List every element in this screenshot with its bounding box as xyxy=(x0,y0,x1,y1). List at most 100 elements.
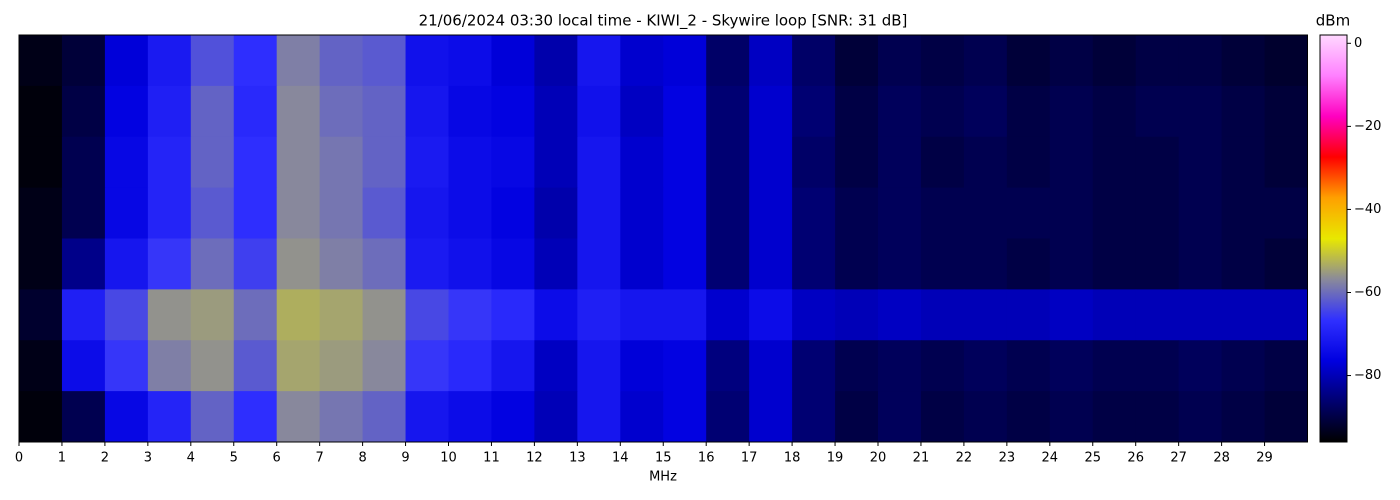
heatmap-cell xyxy=(61,35,106,87)
heatmap-cell xyxy=(491,85,535,138)
heatmap-cell xyxy=(19,340,63,392)
heatmap-cell xyxy=(190,238,235,290)
x-tick-label: 2 xyxy=(101,451,109,466)
heatmap-cell xyxy=(448,187,492,239)
colorbar-label: dBm xyxy=(1316,12,1350,30)
heatmap-cell xyxy=(362,391,407,443)
colorbar xyxy=(1319,34,1348,443)
heatmap-cell xyxy=(749,289,793,341)
heatmap-cell xyxy=(448,289,492,341)
heatmap-cell xyxy=(147,85,192,138)
heatmap-cell xyxy=(276,35,321,87)
x-tick-label: 27 xyxy=(1170,451,1187,466)
heatmap-cell xyxy=(1221,136,1266,189)
heatmap-cell xyxy=(1092,238,1137,290)
heatmap-cell xyxy=(147,238,192,290)
heatmap-cell xyxy=(1221,85,1266,138)
heatmap-cell xyxy=(706,289,750,341)
heatmap-cell xyxy=(1092,391,1137,443)
x-tick-label: 14 xyxy=(612,451,629,466)
heatmap-cell xyxy=(1264,289,1308,341)
x-tick-label: 18 xyxy=(784,451,801,466)
heatmap-cell xyxy=(663,85,707,138)
heatmap-cell xyxy=(577,85,621,138)
heatmap-cell xyxy=(963,35,1008,87)
heatmap-cell xyxy=(620,85,664,138)
heatmap-cell xyxy=(1049,289,1094,341)
heatmap-cell xyxy=(1264,340,1308,392)
heatmap-cell xyxy=(1135,289,1180,341)
heatmap-cell xyxy=(405,136,449,189)
heatmap-cell xyxy=(491,35,535,87)
x-tick-label: 15 xyxy=(655,451,672,466)
heatmap-cell xyxy=(1006,238,1051,290)
x-tick-label: 16 xyxy=(698,451,715,466)
heatmap-cell xyxy=(61,340,106,392)
heatmap-cell xyxy=(61,238,106,290)
heatmap-cell xyxy=(448,238,492,290)
heatmap-cell xyxy=(19,238,63,290)
heatmap-cell xyxy=(362,35,407,87)
x-axis-label: MHz xyxy=(649,470,677,485)
heatmap-cell xyxy=(319,85,364,138)
heatmap-cell xyxy=(835,238,879,290)
heatmap-cell xyxy=(706,35,750,87)
heatmap-cell xyxy=(1178,289,1223,341)
heatmap-cell xyxy=(749,136,793,189)
heatmap-cell xyxy=(835,136,879,189)
x-tick-label: 0 xyxy=(15,451,23,466)
heatmap-cell xyxy=(1221,340,1266,392)
heatmap-cell xyxy=(706,238,750,290)
x-tick-label: 6 xyxy=(273,451,281,466)
x-tick-label: 9 xyxy=(401,451,409,466)
heatmap-cell xyxy=(1178,340,1223,392)
heatmap-cell xyxy=(1092,289,1137,341)
heatmap-cell xyxy=(878,391,922,443)
heatmap-cell xyxy=(147,340,192,392)
heatmap-cell xyxy=(319,289,364,341)
heatmap-cell xyxy=(491,238,535,290)
heatmap-cell xyxy=(61,136,106,189)
heatmap-cell xyxy=(1135,238,1180,290)
heatmap-cell xyxy=(1221,238,1266,290)
heatmap-cell xyxy=(792,136,836,189)
heatmap-cell xyxy=(920,238,965,290)
heatmap-cell xyxy=(19,35,63,87)
heatmap-cell xyxy=(147,391,192,443)
x-tick-label: 23 xyxy=(999,451,1016,466)
x-tick-label: 13 xyxy=(569,451,586,466)
x-tick-label: 11 xyxy=(483,451,500,466)
heatmap-cell xyxy=(1264,391,1308,443)
chart-title: 21/06/2024 03:30 local time - KIWI_2 - S… xyxy=(419,12,908,31)
heatmap-cell xyxy=(963,289,1008,341)
x-tick-label: 24 xyxy=(1042,451,1059,466)
heatmap-cell xyxy=(749,340,793,392)
colorbar-tick-label: −40 xyxy=(1354,202,1381,217)
heatmap-cell xyxy=(1049,340,1094,392)
x-tick-label: 21 xyxy=(913,451,930,466)
heatmap-cell xyxy=(233,340,278,392)
heatmap-cell xyxy=(491,136,535,189)
heatmap-cell xyxy=(233,238,278,290)
x-tick-label: 29 xyxy=(1256,451,1273,466)
heatmap-cell xyxy=(19,187,63,239)
heatmap-cell xyxy=(1221,35,1266,87)
x-tick-label: 3 xyxy=(144,451,152,466)
heatmap-cell xyxy=(1135,85,1180,138)
x-tick-label: 12 xyxy=(526,451,543,466)
heatmap-cell xyxy=(878,238,922,290)
x-tick-label: 26 xyxy=(1127,451,1144,466)
heatmap-cell xyxy=(405,35,449,87)
heatmap-cell xyxy=(835,289,879,341)
heatmap-cell xyxy=(878,136,922,189)
heatmap-cell xyxy=(1006,289,1051,341)
heatmap-cell xyxy=(362,136,407,189)
heatmap-cell xyxy=(1049,187,1094,239)
heatmap-cell xyxy=(104,391,149,443)
heatmap-cell xyxy=(190,391,235,443)
heatmap-cell xyxy=(920,35,965,87)
heatmap-cell xyxy=(362,238,407,290)
heatmap-cell xyxy=(706,340,750,392)
heatmap-cell xyxy=(1178,85,1223,138)
heatmap-cell xyxy=(319,391,364,443)
